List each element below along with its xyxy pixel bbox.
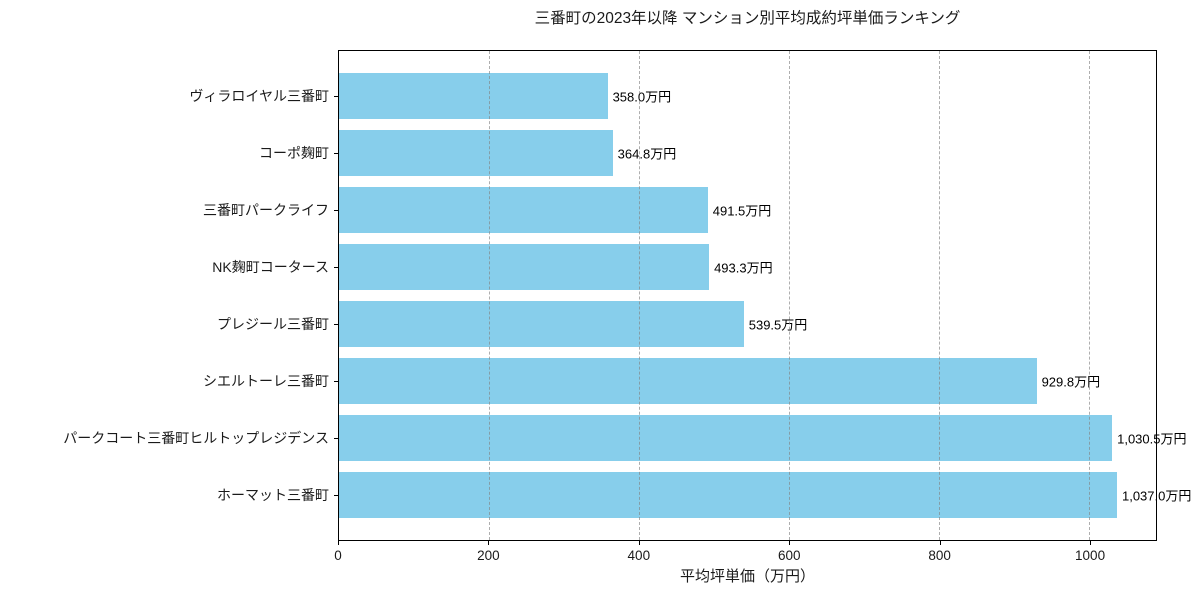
x-tick-mark (939, 541, 941, 545)
bar-value-label: 491.5万円 (712, 203, 772, 219)
y-axis-label: パークコート三番町ヒルトップレジデンス (63, 430, 329, 446)
bar-value-label: 358.0万円 (612, 89, 672, 105)
bar (339, 301, 744, 347)
bar-value-label: 1,037.0万円 (1121, 488, 1192, 504)
bar-row: 三番町パークライフ 491.5万円 (203, 187, 1156, 233)
bar-row: NK麹町コータース 493.3万円 (212, 244, 1156, 290)
bar (339, 244, 710, 290)
x-tick-mark (488, 541, 490, 545)
y-tick-mark (334, 495, 338, 496)
bar-row: プレジール三番町 539.5万円 (217, 301, 1156, 347)
bar-row: コーポ麹町 364.8万円 (259, 130, 1156, 176)
bar (339, 472, 1117, 518)
gridline (789, 51, 791, 540)
y-tick-mark (334, 381, 338, 382)
y-tick-mark (334, 96, 338, 97)
bar-value-label: 493.3万円 (714, 260, 773, 276)
gridline (939, 51, 941, 540)
x-tick-label: 200 (477, 548, 500, 563)
bar-value-label: 364.8万円 (617, 146, 677, 162)
y-tick-mark (334, 153, 338, 154)
x-tick-mark (789, 541, 791, 545)
chart-title: 三番町の2023年以降 マンション別平均成約坪単価ランキング (534, 10, 961, 27)
bar-row: ヴィラロイヤル三番町 358.0万円 (189, 73, 1156, 119)
y-axis-label: 三番町パークライフ (203, 202, 329, 218)
y-axis-label: プレジール三番町 (217, 316, 329, 332)
bar-row: パークコート三番町ヒルトップレジデンス 1,030.5万円 (63, 415, 1186, 461)
x-tick-mark (338, 541, 339, 545)
y-tick-mark (334, 324, 338, 325)
y-axis-label: シエルトーレ三番町 (203, 373, 329, 389)
bar-value-label: 1,030.5万円 (1117, 431, 1187, 447)
y-tick-mark (334, 267, 338, 268)
bar (339, 73, 608, 119)
plot-area: ヴィラロイヤル三番町 358.0万円コーポ麹町 364.8万円三番町パークライフ 49… (63, 50, 1191, 541)
x-tick-mark (638, 541, 640, 545)
y-axis-label: ヴィラロイヤル三番町 (189, 88, 329, 104)
gridline (1089, 51, 1091, 540)
bar-value-label: 929.8万円 (1041, 374, 1101, 390)
bar (339, 187, 708, 233)
bar (339, 358, 1037, 404)
y-axis-label: コーポ麹町 (259, 145, 329, 161)
x-tick-label: 400 (627, 548, 651, 563)
bar-row: シエルトーレ三番町 929.8万円 (203, 358, 1156, 404)
bar-row: ホーマット三番町 1,037.0万円 (217, 472, 1191, 518)
bar-value-label: 539.5万円 (748, 317, 808, 333)
gridline (639, 51, 641, 540)
x-tick-label: 600 (777, 548, 801, 563)
y-tick-mark (334, 210, 338, 211)
bar (339, 130, 613, 176)
y-axis-label: ホーマット三番町 (217, 487, 329, 503)
x-tick-label: 1000 (1075, 548, 1106, 563)
x-tick-label: 800 (928, 548, 951, 563)
x-tick-label: 0 (334, 548, 342, 563)
y-tick-mark (334, 438, 338, 439)
bar (339, 415, 1113, 461)
gridline (489, 51, 491, 540)
x-axis-label: 平均坪単価（万円） (679, 568, 815, 585)
bars-container: ヴィラロイヤル三番町 358.0万円コーポ麹町 364.8万円三番町パークライフ 49… (63, 51, 1191, 540)
x-tick-mark (1090, 541, 1092, 545)
y-axis-label: NK麹町コータース (212, 259, 329, 275)
